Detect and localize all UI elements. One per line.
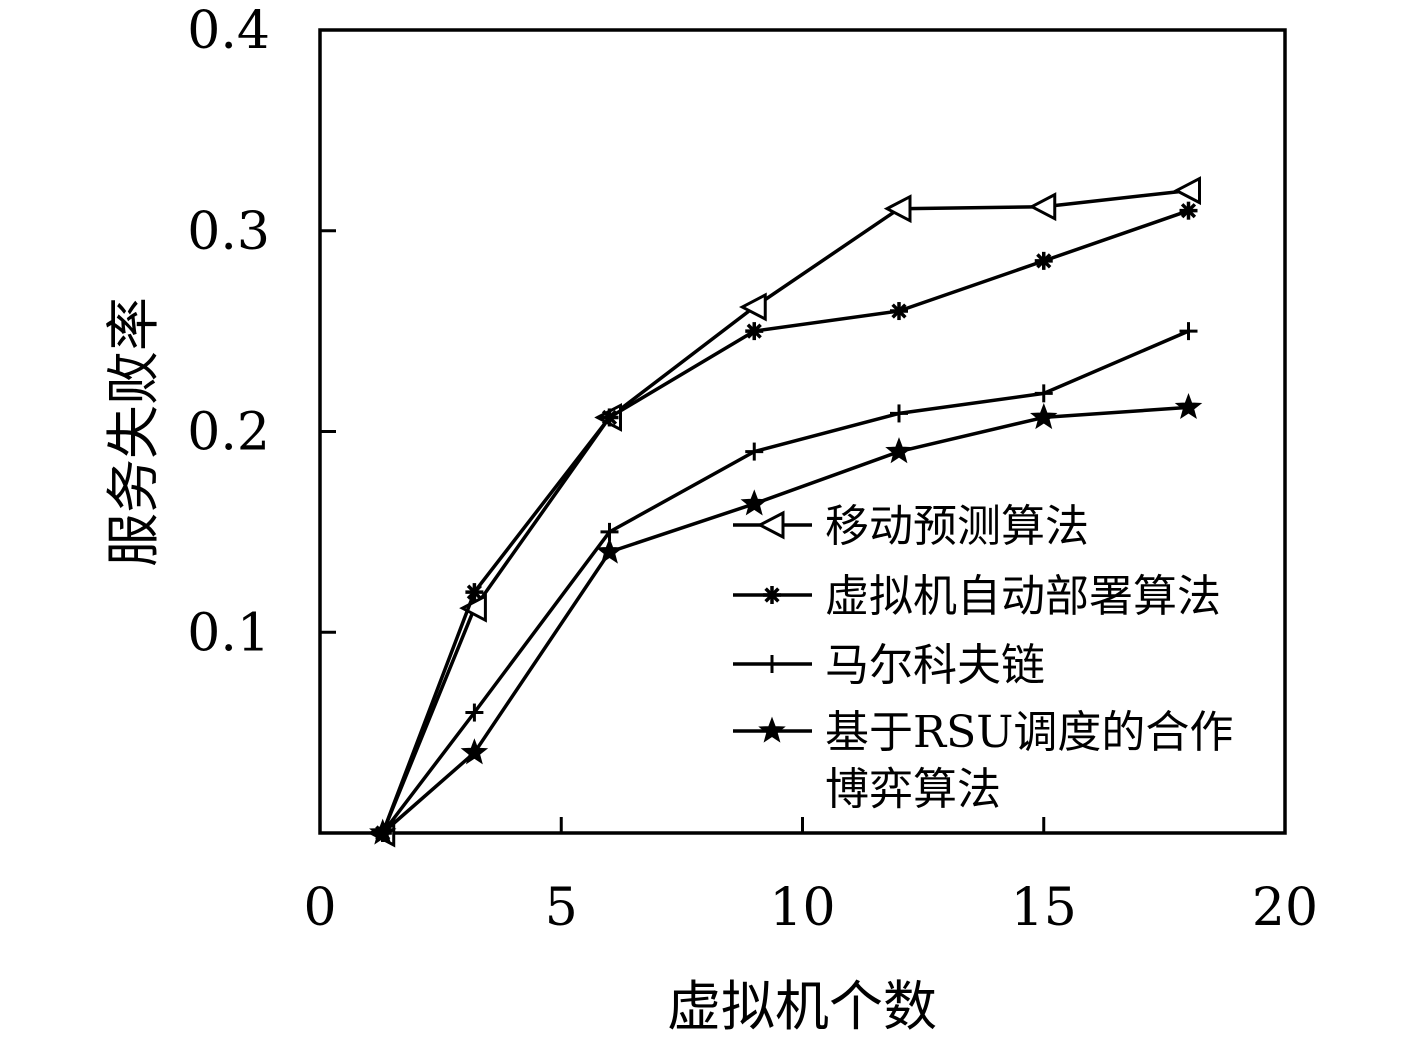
series-3 [373, 322, 1198, 842]
data-point [1174, 392, 1203, 420]
y-tick-label: 0.3 [187, 202, 270, 262]
series-layer [367, 176, 1203, 848]
marker-stroke [466, 584, 483, 600]
data-point [1034, 251, 1053, 270]
x-tick-label: 15 [1011, 878, 1077, 938]
legend-entry: 虚拟机自动部署算法 [733, 571, 1221, 622]
legend-label: 马尔科夫链 [825, 640, 1045, 691]
marker-stroke [601, 409, 618, 426]
data-point [1173, 176, 1201, 206]
marker-shape [1028, 192, 1057, 222]
x-tick-label: 5 [545, 878, 578, 938]
x-axis-title: 虚拟机个数 [667, 975, 937, 1038]
marker-shape [885, 437, 913, 464]
marker-shape [459, 593, 487, 623]
data-point [369, 818, 397, 845]
y-tick-label: 0.4 [187, 1, 270, 61]
data-point [1179, 322, 1198, 341]
data-point [459, 593, 487, 623]
data-point [1028, 192, 1057, 222]
legend-marker [763, 586, 781, 604]
legend-label: 移动预测算法 [825, 501, 1089, 552]
marker-shape [1174, 392, 1203, 420]
marker-shape [756, 510, 785, 540]
legend-marker [756, 510, 785, 540]
data-point [595, 537, 624, 564]
marker-shape [595, 537, 624, 564]
marker-shape [739, 292, 767, 322]
marker-stroke [764, 587, 780, 603]
data-point [740, 489, 768, 516]
x-tick-label: 10 [769, 878, 835, 938]
marker-stroke [746, 323, 762, 339]
legend-marker [758, 716, 786, 743]
marker-shape [883, 194, 912, 224]
legend-entry: 马尔科夫链 [733, 640, 1045, 691]
marker-shape [1173, 176, 1201, 206]
data-point [1034, 384, 1053, 403]
data-point [1179, 201, 1198, 220]
data-point [890, 404, 908, 423]
series-4 [369, 392, 1203, 845]
marker-shape [369, 818, 397, 845]
axis-ticks: 0 5 10 15 20 0.1 0.2 0.3 0.4 [187, 1, 1318, 938]
marker-stroke [891, 303, 907, 319]
legend-label: 博弈算法 [825, 764, 1001, 815]
marker-shape [1030, 402, 1058, 430]
legend-entry: 移动预测算法 [733, 501, 1089, 552]
y-axis-title: 服务失败率 [102, 297, 165, 567]
data-point [600, 408, 619, 427]
data-point [745, 322, 764, 341]
data-point [739, 292, 767, 322]
data-point [890, 302, 908, 321]
legend-label: 虚拟机自动部署算法 [825, 571, 1221, 622]
marker-shape [460, 738, 489, 765]
marker-stroke [1036, 253, 1052, 269]
legend-marker [763, 655, 781, 673]
legend-label: 基于RSU调度的合作 [825, 707, 1233, 758]
data-point [745, 442, 764, 461]
data-point [883, 194, 912, 224]
y-tick-label: 0.1 [187, 603, 270, 663]
x-tick-label: 20 [1252, 878, 1318, 938]
data-point [885, 437, 913, 464]
marker-stroke [1180, 203, 1197, 219]
data-point [465, 703, 484, 722]
marker-shape [758, 716, 786, 743]
data-point [465, 583, 484, 602]
data-point [460, 738, 489, 765]
y-tick-label: 0.2 [187, 403, 270, 463]
data-point [1030, 402, 1058, 430]
x-tick-label: 0 [303, 878, 336, 938]
marker-shape [740, 489, 768, 516]
